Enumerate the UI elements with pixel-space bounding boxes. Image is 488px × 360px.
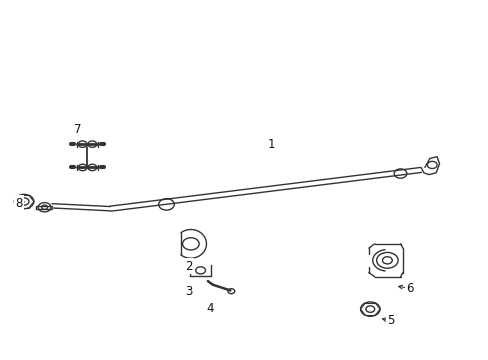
Text: 1: 1 [267,138,275,150]
Text: 5: 5 [386,314,394,327]
Text: 7: 7 [74,123,81,136]
Text: 8: 8 [16,197,23,210]
Text: 4: 4 [206,302,214,315]
Text: 6: 6 [406,282,413,295]
Text: 2: 2 [184,260,192,273]
Text: 3: 3 [184,285,192,298]
